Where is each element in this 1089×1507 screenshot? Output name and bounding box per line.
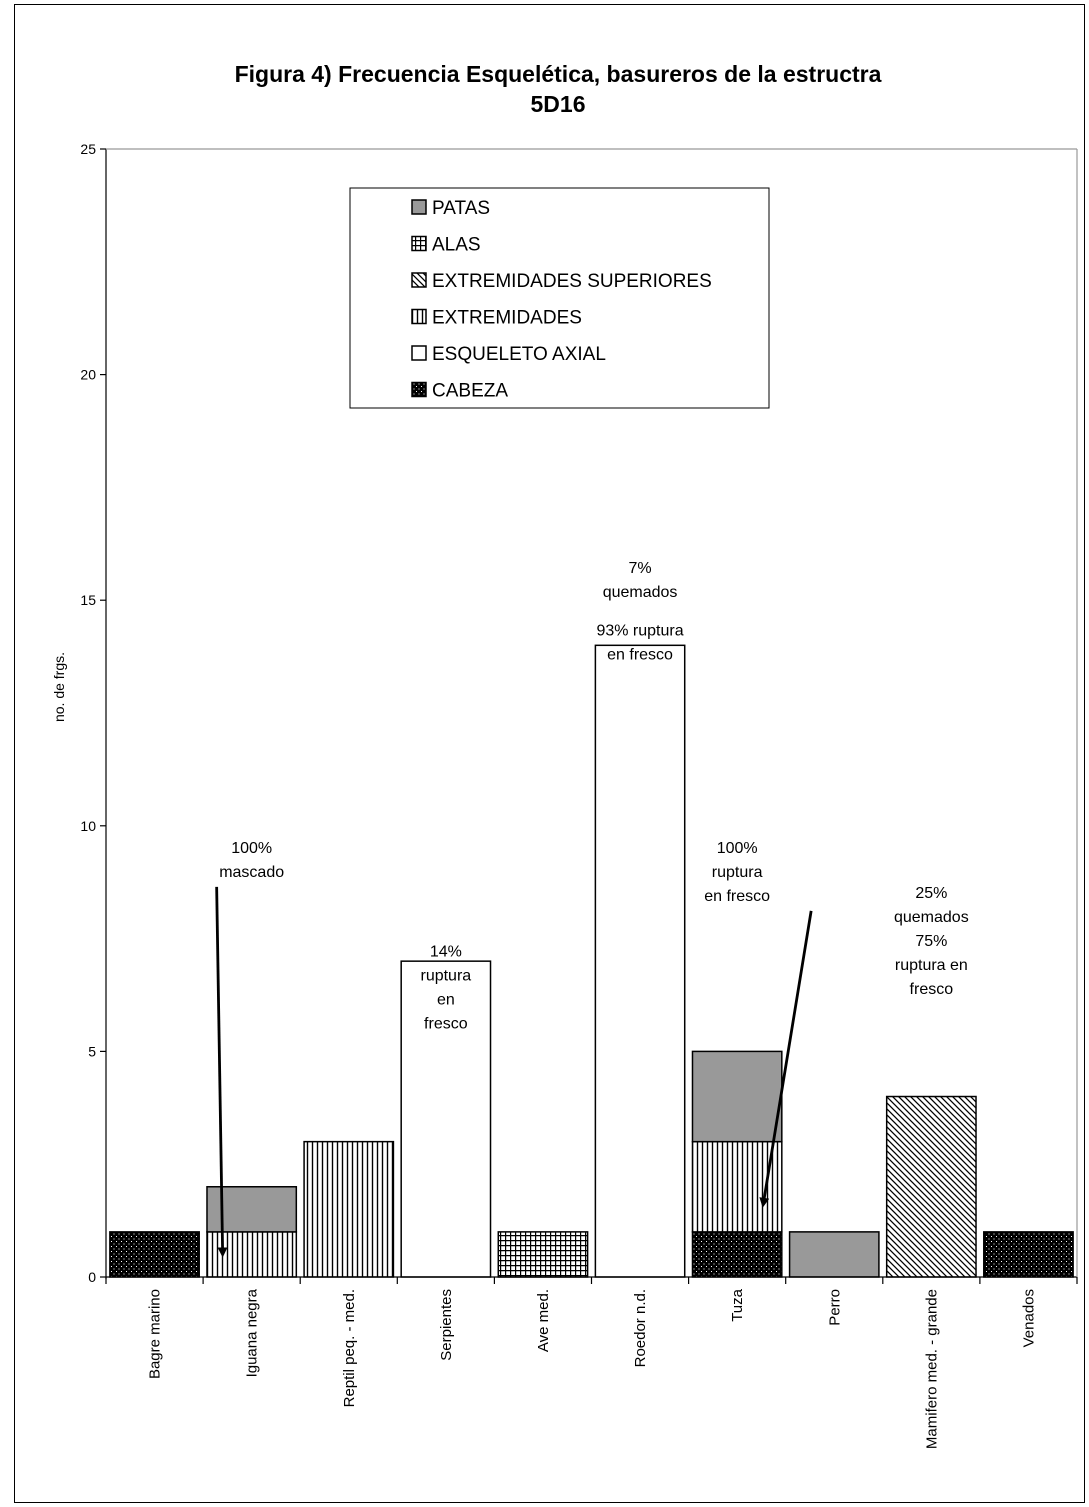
annotation-text: 100% [231,840,272,857]
bar-venados-cabeza [983,1231,1074,1278]
legend-swatch-cabeza [411,381,427,398]
bar-tuza-extremidades [691,1140,783,1233]
x-category-label: Venados [1020,1289,1037,1347]
legend-label-cabeza: CABEZA [432,381,508,402]
y-tick-label: 0 [88,1269,96,1285]
legend-label-alas: ALAS [432,235,481,256]
y-tick-label: 10 [80,818,96,834]
x-category-label: Iguana negra [244,1288,261,1377]
annotation-text: ruptura [420,968,471,985]
annotation-text: 25% [915,885,947,902]
annotation-text: 7% [628,560,651,577]
bar-iguana-negra-extremidades [206,1231,298,1278]
y-axis-label: no. de frgs. [51,652,67,722]
x-category-label: Mamifero med. - grande [923,1289,940,1449]
legend-label-extremidades: EXTREMIDADES [432,308,582,329]
bar-roedor-n-d-esqueleto-axial [594,644,686,1278]
chart-title-line-1: Figura 4) Frecuencia Esquelética, basure… [235,61,882,87]
annotation-text: en fresco [607,647,673,664]
legend-swatch-patas [411,199,427,215]
legend-box [349,187,770,409]
x-category-label: Roedor n.d. [632,1289,649,1367]
annotation-text: ruptura en [895,957,968,974]
legend-swatch-extremidades-superiores [411,272,427,288]
bar-mamifero-med-grande-extremidades-superiores [885,1095,977,1278]
legend: PATAS ALAS EXTREMIDADES SUPERIORES EXTREMID… [349,187,770,409]
y-tick-label: 5 [88,1043,96,1059]
legend-label-extremidades-superiores: EXTREMIDADES SUPERIORES [432,271,712,292]
annotation-text: quemados [894,909,969,926]
chart-title-line-2: 5D16 [531,91,586,117]
y-tick-label: 25 [80,141,96,157]
annotation-text: ruptura [712,864,763,881]
annotation-text: en [437,992,455,1009]
bar-perro-patas [788,1231,880,1278]
legend-label-patas: PATAS [432,198,490,219]
y-tick-label: 15 [80,592,96,608]
annotation-text: quemados [603,584,678,601]
bar-bagre-marino-cabeza [109,1231,200,1278]
y-tick-label: 20 [80,367,96,383]
annotations-layer: 100% mascado 14% ruptura en fresco 7% quemados 9… [215,560,969,1258]
y-ticks-layer: 0 5 10 15 20 25 [80,141,106,1285]
annotation-arrow [215,886,228,1258]
bar-ave-med-alas [497,1231,589,1278]
annotation-text: 100% [717,840,758,857]
bar-tuza-cabeza [691,1231,783,1278]
legend-swatch-esqueleto-axial [411,345,427,361]
x-category-label: Serpientes [438,1289,455,1361]
bars-layer [109,644,1074,1278]
legend-label-esqueleto-axial: ESQUELETO AXIAL [432,344,606,365]
annotation-text: fresco [910,981,954,998]
bar-tuza-patas [691,1050,783,1143]
annotation-text: mascado [219,864,284,881]
annotation-text: 75% [915,933,947,950]
annotation-text: fresco [424,1016,468,1033]
x-category-label: Reptil peq. - med. [341,1289,358,1407]
x-category-label: Tuza [729,1288,746,1321]
annotation-arrow [759,910,813,1208]
x-ticks-layer: Bagre marino Iguana negra Reptil peq. - me… [105,1277,1078,1449]
x-category-label: Bagre marino [147,1289,164,1379]
annotation-text: 93% ruptura [596,623,683,640]
x-category-label: Perro [826,1289,843,1326]
x-category-label: Ave med. [535,1289,552,1352]
annotation-text: 14% [430,944,462,961]
annotation-text: en fresco [704,888,770,905]
legend-swatch-alas [411,235,427,252]
legend-swatch-extremidades [411,308,427,325]
bar-serpientes-esqueleto-axial [400,960,492,1278]
bar-reptil-peq-med-extremidades [303,1140,395,1278]
